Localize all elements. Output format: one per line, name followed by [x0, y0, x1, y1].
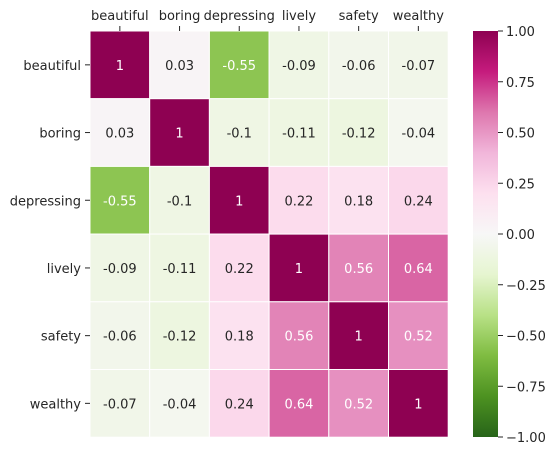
cell-label: -0.07: [402, 59, 436, 74]
column-label-lively: lively: [282, 9, 317, 24]
colorbar-tick-label: 0.25: [506, 177, 535, 192]
cell-label: 1: [235, 194, 243, 209]
heatmap-annotations: 1 0.03 -0.55 -0.09 -0.06 -0.070.03 1 -0.1 -0.11-…: [103, 59, 435, 413]
heatmap-cell-wealthy-safety: [328, 369, 389, 438]
cell-label: -0.04: [402, 127, 436, 142]
heatmap-cell-beautiful-wealthy: [388, 30, 449, 100]
colorbar-tick-label: 0.00: [506, 228, 535, 243]
row-label-wealthy: wealthy: [30, 397, 82, 412]
cell-label: -0.06: [342, 59, 376, 74]
heatmap-cell-wealthy-beautiful: [89, 369, 151, 438]
heatmap-cell-wealthy-wealthy: [388, 369, 449, 438]
cell-label: 1: [175, 127, 183, 142]
cell-label: 0.24: [404, 194, 433, 209]
heatmap-cell-lively-safety: [328, 233, 389, 303]
heatmap-cell-safety-safety: [328, 301, 389, 370]
cell-label: 0.56: [284, 330, 313, 345]
row-label-safety: safety: [41, 330, 81, 345]
heatmap-cell-lively-boring: [149, 233, 210, 303]
cell-label: -0.12: [342, 127, 376, 142]
colorbar-tick-label: −1.00: [506, 431, 546, 446]
cell-label: -0.09: [103, 262, 137, 277]
row-label-beautiful: beautiful: [23, 59, 81, 74]
colorbar-tick-label: 0.75: [506, 76, 535, 91]
cell-label: -0.06: [103, 330, 137, 345]
cell-label: 0.64: [404, 262, 433, 277]
colorbar-tick-label: 0.50: [506, 127, 535, 142]
heatmap-cell-beautiful-beautiful: [89, 30, 151, 100]
heatmap-cell-safety-beautiful: [89, 301, 151, 370]
cell-label: -0.55: [103, 194, 137, 209]
row-label-boring: boring: [39, 127, 81, 142]
cell-label: 0.22: [284, 194, 313, 209]
heatmap-cell-safety-depressing: [208, 301, 270, 370]
column-label-safety: safety: [339, 9, 379, 24]
cell-label: -0.1: [167, 194, 192, 209]
cell-label: 1: [116, 59, 124, 74]
cell-label: -0.11: [282, 127, 316, 142]
row-label-depressing: depressing: [10, 194, 81, 209]
column-label-beautiful: beautiful: [91, 9, 149, 24]
cell-label: 0.64: [284, 397, 313, 412]
cell-label: 0.18: [225, 330, 254, 345]
heatmap-cell-depressing-wealthy: [388, 165, 449, 235]
colorbar-tick-label: −0.25: [506, 279, 546, 294]
cell-label: 0.24: [225, 397, 254, 412]
heatmap-cell-boring-lively: [268, 98, 330, 167]
heatmap-cell-depressing-boring: [149, 165, 210, 235]
cell-label: 0.18: [344, 194, 373, 209]
column-label-wealthy: wealthy: [393, 9, 445, 24]
colorbar-tick-label: −0.50: [506, 330, 546, 345]
cell-label: 1: [355, 330, 363, 345]
heatmap-cell-lively-depressing: [208, 233, 270, 303]
colorbar: 1.00 0.75 0.50 0.25 0.00 −0.25 −0.50 −0.75 −1.00: [473, 25, 546, 446]
heatmap-cell-lively-lively: [268, 233, 330, 303]
cell-label: 1: [414, 397, 422, 412]
column-label-boring: boring: [159, 9, 201, 24]
cell-label: -0.09: [282, 59, 316, 74]
cell-label: 0.52: [404, 330, 433, 345]
heatmap-cell-lively-beautiful: [89, 233, 151, 303]
column-labels: beautiful boring depressing lively safety wea…: [91, 9, 444, 31]
cell-label: -0.12: [163, 330, 197, 345]
cell-label: 0.56: [344, 262, 373, 277]
cell-label: -0.07: [103, 397, 137, 412]
cell-label: 0.03: [165, 59, 194, 74]
heatmap-cell-depressing-lively: [268, 165, 330, 235]
heatmap-cell-safety-lively: [268, 301, 330, 370]
cell-label: 0.52: [344, 397, 373, 412]
cell-label: -0.55: [222, 59, 256, 74]
cell-label: 1: [295, 262, 303, 277]
heatmap-cell-boring-wealthy: [388, 98, 449, 167]
heatmap-cell-safety-wealthy: [388, 301, 449, 370]
heatmap-cell-beautiful-lively: [268, 30, 330, 100]
row-labels: beautiful boring depressing lively safety wea…: [10, 59, 90, 412]
cell-label: 0.03: [105, 127, 134, 142]
heatmap-cell-boring-boring: [149, 98, 210, 167]
colorbar-tick-label: −0.75: [506, 380, 546, 395]
cell-label: -0.11: [163, 262, 197, 277]
colorbar-tick-label: 1.00: [506, 25, 535, 40]
heatmap-cell-beautiful-boring: [149, 30, 210, 100]
heatmap-cell-lively-wealthy: [388, 233, 449, 303]
cell-label: 0.22: [225, 262, 254, 277]
heatmap-cells: [89, 30, 449, 438]
heatmap-cell-wealthy-lively: [268, 369, 330, 438]
column-label-depressing: depressing: [204, 9, 275, 24]
row-label-lively: lively: [47, 262, 82, 277]
heatmap-cell-depressing-safety: [328, 165, 389, 235]
colorbar-gradient: [473, 31, 498, 437]
cell-label: -0.1: [227, 127, 252, 142]
cell-label: -0.04: [163, 397, 197, 412]
